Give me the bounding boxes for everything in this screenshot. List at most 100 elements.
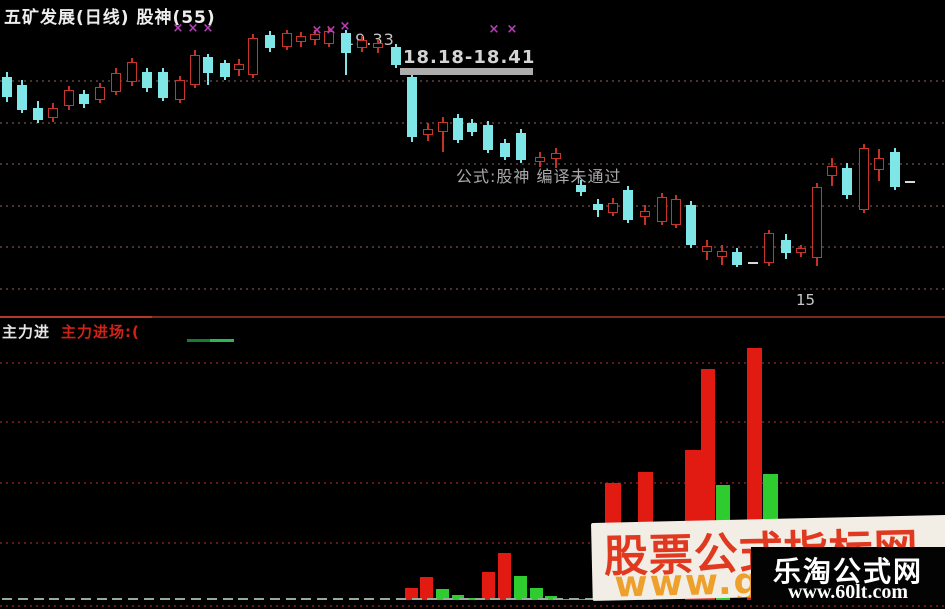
candle-body: [535, 157, 545, 162]
zero-value-dash: [522, 598, 532, 600]
gridline: [0, 163, 945, 165]
sell-x-mark: ×: [325, 23, 337, 38]
candle-body: [467, 123, 477, 132]
zero-value-dash: [585, 598, 595, 600]
zero-value-dash: [18, 598, 28, 600]
candle-body: [220, 63, 230, 77]
panel-divider-highlight: [0, 316, 152, 318]
sell-x-mark: ×: [506, 22, 518, 37]
zero-value-dash: [427, 598, 437, 600]
candle-body: [79, 94, 89, 104]
candle-body: [17, 85, 27, 110]
candle-body: [640, 211, 650, 217]
zero-value-dash: [443, 598, 453, 600]
candle-body: [391, 47, 401, 65]
zero-value-dash: [238, 598, 248, 600]
candle-body: [781, 240, 791, 253]
candle-body: [95, 87, 105, 100]
histogram-bar: [530, 588, 543, 600]
candle-body: [551, 153, 561, 159]
zero-value-dash: [317, 598, 327, 600]
candle-body: [324, 31, 334, 44]
zero-value-dash: [569, 598, 579, 600]
candle-body: [373, 43, 383, 48]
histogram-bar: [405, 588, 418, 600]
candle-body: [827, 166, 837, 176]
candle-body: [48, 108, 58, 118]
candle-body: [175, 80, 185, 100]
candle-body: [127, 62, 137, 82]
candle-body: [453, 118, 463, 140]
histogram-bar: [545, 596, 557, 600]
candle-body: [593, 204, 603, 210]
zero-value-dash: [301, 598, 311, 600]
candle-body: [890, 152, 900, 187]
sell-x-mark: ×: [311, 23, 323, 38]
candle-body: [423, 129, 433, 135]
zero-value-dash: [380, 598, 390, 600]
candle-body: [671, 199, 681, 225]
zero-value-dash: [254, 598, 264, 600]
candle-body: [874, 158, 884, 170]
gridline: [0, 482, 945, 484]
candle-body: [764, 233, 774, 263]
watermark-60lt-url: www.60lt.com: [788, 581, 908, 603]
candle-body: [407, 77, 417, 137]
gridline-baseline: [0, 605, 945, 607]
sell-x-mark: ×: [488, 22, 500, 37]
zero-value-dash: [506, 598, 516, 600]
zero-value-dash: [81, 598, 91, 600]
formula-status-message: 公式:股神 编译未通过: [456, 167, 622, 186]
candle-body: [732, 252, 742, 265]
price-dash: [748, 262, 758, 264]
candle-body: [717, 251, 727, 257]
indicator-line-segment: [210, 339, 234, 342]
candle-body: [190, 55, 200, 85]
zero-value-dash: [286, 598, 296, 600]
histogram-bar: [514, 576, 527, 600]
histogram-bar: [498, 553, 511, 600]
candle-body: [111, 73, 121, 92]
zero-value-dash: [333, 598, 343, 600]
candle-body: [64, 90, 74, 106]
histogram-bar: [482, 572, 495, 600]
zero-value-dash: [2, 598, 12, 600]
histogram-bar: [561, 599, 572, 600]
zero-value-dash: [191, 598, 201, 600]
candle-body: [438, 122, 448, 132]
gridline: [0, 542, 945, 544]
histogram-bar: [452, 595, 464, 600]
zero-value-dash: [475, 598, 485, 600]
candle-body: [282, 33, 292, 47]
candle-body: [500, 143, 510, 157]
zero-value-dash: [223, 598, 233, 600]
sell-x-mark: ×: [187, 21, 199, 36]
sell-x-mark: ×: [172, 21, 184, 36]
gridline: [0, 80, 945, 82]
candle-body: [702, 246, 712, 252]
zero-value-dash: [459, 598, 469, 600]
zero-value-dash: [175, 598, 185, 600]
price-range-bar: [400, 68, 533, 75]
zero-value-dash: [412, 598, 422, 600]
zero-value-dash: [490, 598, 500, 600]
candle-body: [158, 72, 168, 98]
candle-body: [623, 190, 633, 220]
candle-body: [341, 33, 351, 53]
zero-value-dash: [207, 598, 217, 600]
gridline: [0, 362, 945, 364]
zero-value-dash: [553, 598, 563, 600]
histogram-bar: [436, 589, 449, 600]
candle-body: [859, 148, 869, 210]
gridline: [0, 421, 945, 423]
candle-body: [296, 36, 306, 42]
watermark-60lt: 乐淘公式网 www.60lt.com: [751, 547, 945, 603]
candle-body: [357, 40, 367, 48]
watermark-60lt-title: 乐淘公式网: [772, 555, 923, 588]
histogram-bar: [576, 599, 587, 600]
